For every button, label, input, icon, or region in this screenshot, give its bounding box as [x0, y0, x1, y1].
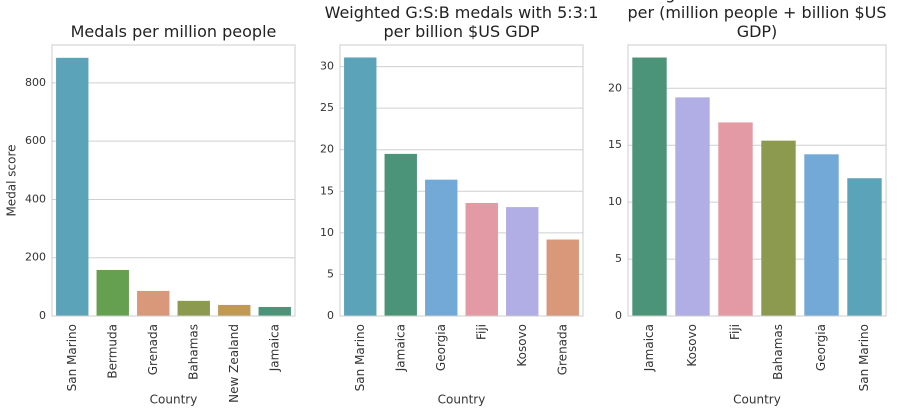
chart-title: Medals per million people	[70, 22, 277, 41]
bar	[96, 269, 129, 316]
y-tick-label: 200	[25, 251, 46, 264]
chart-title: Weighted G:S medals with 9:2 per (millio…	[627, 0, 887, 41]
y-tick-label: 20	[320, 143, 334, 156]
x-tick-label: San Marino	[65, 324, 79, 391]
x-tick-label: Fiji	[474, 324, 488, 340]
bar	[177, 300, 210, 316]
bar	[258, 306, 291, 316]
y-tick-label: 10	[608, 195, 622, 208]
x-tick-label: Jamaica	[642, 324, 656, 372]
y-axis-label: Medal score	[5, 144, 19, 216]
bar	[384, 153, 417, 316]
y-tick-label: 10	[320, 226, 334, 239]
x-tick-label: Grenada	[146, 324, 160, 375]
x-tick-label: Grenada	[555, 324, 569, 375]
bar	[761, 140, 796, 316]
x-axis-label: Country	[150, 393, 198, 407]
bar	[344, 57, 377, 316]
bar	[137, 290, 170, 316]
y-tick-label: 0	[39, 309, 46, 322]
bar	[218, 304, 251, 316]
y-tick-label: 25	[320, 101, 334, 114]
bar	[847, 178, 882, 316]
x-tick-label: Jamaica	[267, 324, 281, 372]
bar	[465, 202, 498, 316]
y-tick-label: 20	[608, 81, 622, 94]
bar	[546, 239, 579, 316]
x-tick-label: Kosovo	[685, 324, 699, 367]
plot-frame	[339, 44, 584, 317]
chart-title: Weighted G:S:B medals with 5:3:1 per bil…	[324, 3, 599, 41]
x-tick-label: Jamaica	[393, 324, 407, 372]
y-tick-label: 30	[320, 60, 334, 73]
y-tick-label: 15	[608, 138, 622, 151]
y-tick-label: 15	[320, 184, 334, 197]
bar	[632, 57, 667, 317]
x-tick-label: San Marino	[857, 324, 871, 391]
x-tick-label: San Marino	[353, 324, 367, 391]
x-tick-label: Georgia	[434, 324, 448, 371]
x-axis-label: Country	[733, 393, 781, 407]
x-axis-label: Country	[438, 393, 486, 407]
y-tick-label: 5	[615, 252, 622, 265]
plot-frame	[627, 44, 887, 317]
bar	[675, 97, 710, 317]
y-tick-label: 400	[25, 192, 46, 205]
y-tick-label: 0	[615, 309, 622, 322]
plot-frame	[51, 44, 296, 317]
y-tick-label: 5	[327, 267, 334, 280]
bar	[804, 154, 839, 316]
x-tick-label: Georgia	[814, 324, 828, 371]
bar	[718, 122, 753, 316]
x-tick-label: Bermuda	[105, 324, 119, 379]
y-tick-label: 600	[25, 134, 46, 147]
y-tick-label: 800	[25, 76, 46, 89]
y-tick-label: 0	[327, 309, 334, 322]
x-tick-label: Bahamas	[771, 324, 785, 380]
bar	[56, 57, 89, 317]
bar	[506, 207, 539, 316]
x-tick-label: Kosovo	[515, 324, 529, 367]
x-tick-label: Bahamas	[186, 324, 200, 380]
bar	[425, 179, 458, 316]
x-tick-label: New Zealand	[227, 324, 241, 403]
x-tick-label: Fiji	[728, 324, 742, 340]
